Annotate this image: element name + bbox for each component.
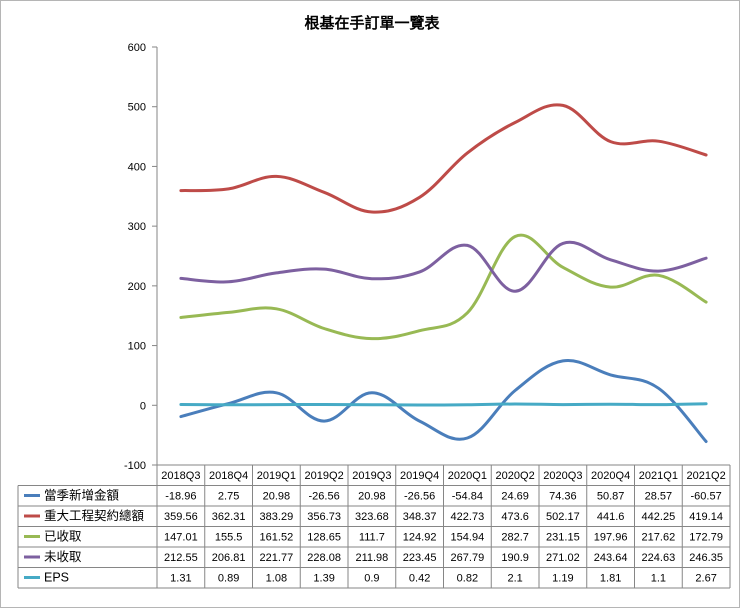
data-label: 212.55 xyxy=(164,552,198,564)
data-label: -26.56 xyxy=(309,491,340,503)
data-label: 124.92 xyxy=(403,532,437,544)
data-label: 246.35 xyxy=(689,552,723,564)
data-label: 441.6 xyxy=(597,511,625,523)
data-label: 362.31 xyxy=(212,511,246,523)
data-label: 231.15 xyxy=(546,532,580,544)
data-label: 228.08 xyxy=(307,552,341,564)
data-label: 28.57 xyxy=(645,491,673,503)
legend-label: EPS xyxy=(44,571,69,585)
data-label: 1.31 xyxy=(170,573,191,585)
series-line-3 xyxy=(179,233,708,341)
data-label: 243.64 xyxy=(594,552,628,564)
x-category-label: 2020Q1 xyxy=(448,470,487,482)
legend-label: 當季新增金額 xyxy=(44,488,120,503)
data-label: 155.5 xyxy=(215,532,243,544)
x-category-label: 2018Q3 xyxy=(161,470,200,482)
data-label: 2.1 xyxy=(507,573,522,585)
x-category-label: 2021Q2 xyxy=(687,470,726,482)
data-label: 20.98 xyxy=(263,491,291,503)
data-label: 172.79 xyxy=(689,532,723,544)
data-label: 197.96 xyxy=(594,532,628,544)
data-label: 128.65 xyxy=(307,532,341,544)
x-category-label: 2019Q3 xyxy=(352,470,391,482)
data-label: 74.36 xyxy=(549,491,577,503)
data-label: 147.01 xyxy=(164,532,198,544)
data-label: 0.82 xyxy=(457,573,478,585)
x-category-label: 2019Q2 xyxy=(305,470,344,482)
data-label: 1.39 xyxy=(313,573,334,585)
data-label: 154.94 xyxy=(451,532,485,544)
y-tick-label: 300 xyxy=(128,221,146,233)
data-label: 383.29 xyxy=(260,511,294,523)
data-label: 1.08 xyxy=(266,573,287,585)
data-label: 473.6 xyxy=(501,511,529,523)
data-label: -26.56 xyxy=(404,491,435,503)
y-tick-label: 0 xyxy=(140,400,146,412)
data-label: 422.73 xyxy=(451,511,485,523)
y-tick-label: 500 xyxy=(128,102,146,114)
data-label: 20.98 xyxy=(358,491,386,503)
data-label: 1.19 xyxy=(552,573,573,585)
x-category-label: 2019Q1 xyxy=(257,470,296,482)
data-label: 1.81 xyxy=(600,573,621,585)
x-category-label: 2018Q4 xyxy=(209,470,248,482)
data-label: 323.68 xyxy=(355,511,389,523)
series-line-5 xyxy=(179,402,708,407)
data-label: 190.9 xyxy=(501,552,529,564)
series-line-4 xyxy=(179,240,708,293)
data-table: 2018Q3 2018Q4 2019Q1 2019Q2 2019Q3 2019Q4 2020… xyxy=(17,464,731,589)
data-label: 221.77 xyxy=(260,552,294,564)
y-tick-label: 200 xyxy=(128,281,146,293)
legend-label: 重大工程契約總額 xyxy=(44,508,145,523)
data-label: 0.9 xyxy=(364,573,379,585)
data-label: 24.69 xyxy=(501,491,529,503)
legend-label: 未收取 xyxy=(44,550,82,564)
data-label: 217.62 xyxy=(642,532,676,544)
data-label: 271.02 xyxy=(546,552,580,564)
data-label: 356.73 xyxy=(307,511,341,523)
data-label: 224.63 xyxy=(642,552,676,564)
series-layer xyxy=(179,103,708,443)
x-category-label: 2020Q2 xyxy=(496,470,535,482)
data-label: 442.25 xyxy=(642,511,676,523)
series-line-1 xyxy=(179,358,708,443)
data-label: 161.52 xyxy=(260,532,294,544)
data-label: 502.17 xyxy=(546,511,580,523)
data-label: 111.7 xyxy=(359,532,385,544)
data-label: 282.7 xyxy=(501,532,529,544)
data-label: 0.89 xyxy=(218,573,239,585)
data-label: 348.37 xyxy=(403,511,437,523)
data-label: 211.98 xyxy=(355,552,388,564)
data-label: -18.96 xyxy=(165,491,196,503)
data-label: 223.45 xyxy=(403,552,437,564)
data-label: 2.67 xyxy=(695,573,716,585)
data-label: -54.84 xyxy=(452,491,483,503)
axis-layer: -100 0 100 200 300 400 500 600 xyxy=(124,42,158,472)
data-label: 359.56 xyxy=(164,511,198,523)
x-category-label: 2019Q4 xyxy=(400,470,439,482)
data-label: -60.57 xyxy=(691,491,722,503)
x-category-label: 2020Q4 xyxy=(591,470,630,482)
x-category-label: 2021Q1 xyxy=(639,470,678,482)
data-label: 206.81 xyxy=(212,552,246,564)
data-label: 267.79 xyxy=(451,552,485,564)
data-label: 50.87 xyxy=(597,491,625,503)
y-tick-label: 100 xyxy=(128,341,146,353)
y-tick-label: -100 xyxy=(124,460,146,472)
y-tick-label: 400 xyxy=(128,161,146,173)
y-tick-label: 600 xyxy=(128,42,146,54)
legend-label: 已收取 xyxy=(44,530,82,544)
data-label: 419.14 xyxy=(689,511,723,523)
x-category-label: 2020Q3 xyxy=(543,470,582,482)
data-label: 0.42 xyxy=(409,573,430,585)
chart-title: 根基在手訂單一覽表 xyxy=(304,14,440,32)
data-label: 1.1 xyxy=(651,573,666,585)
data-label: 2.75 xyxy=(218,491,239,503)
series-line-2 xyxy=(179,103,708,214)
